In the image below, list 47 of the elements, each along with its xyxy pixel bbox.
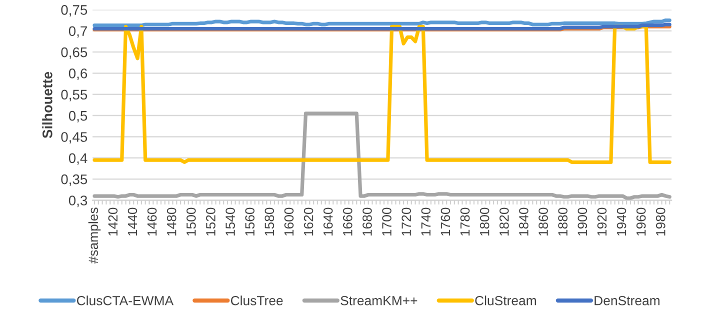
x-tick-label: 1440 <box>128 208 138 236</box>
x-tick-label: 1840 <box>519 208 528 236</box>
x-tick-label: 1780 <box>460 208 470 236</box>
y-axis-title: Silhouette <box>42 72 52 138</box>
x-tick-label: 1520 <box>206 208 216 236</box>
x-tick-label: 1660 <box>342 208 352 236</box>
x-tick-label: 1580 <box>264 208 274 236</box>
y-tick-label: 0,55 <box>61 90 88 102</box>
x-tick-label: 1640 <box>323 208 333 236</box>
x-tick-label: 1600 <box>284 208 294 236</box>
y-tick-label: 0,7 <box>68 26 87 38</box>
y-tick-label: 0,3 <box>68 196 88 208</box>
x-tick-label: 1420 <box>108 208 118 236</box>
legend-label: ClusCTA-EWMA <box>76 296 174 306</box>
x-tick-label: 1540 <box>226 208 235 236</box>
x-tick-label: 1820 <box>499 208 509 236</box>
x-tick-label: 1700 <box>382 208 392 236</box>
y-tick-label: 0,4 <box>68 153 88 165</box>
x-tick-label: 1680 <box>362 208 372 236</box>
x-tick-label: 1980 <box>656 208 666 236</box>
y-tick-label: 0,75 <box>61 5 88 16</box>
y-tick-label: 0,6 <box>68 68 88 80</box>
x-tick-label: 1860 <box>538 208 548 236</box>
x-tick-label: 1500 <box>186 208 196 236</box>
x-tick-label: 1720 <box>402 208 412 236</box>
x-tick-label: 1900 <box>578 208 588 236</box>
x-tick-label: 1960 <box>636 208 646 236</box>
legend-label: StreamKM++ <box>340 296 418 306</box>
line-series <box>92 24 672 164</box>
x-tick-label: 1760 <box>440 208 450 236</box>
y-tick-label: 0,45 <box>61 132 88 144</box>
legend-label: DenStream <box>594 296 660 306</box>
x-tick-label: 1480 <box>166 208 176 236</box>
y-tick-label: 0,65 <box>61 47 88 59</box>
x-tick-label: #samples <box>88 208 101 264</box>
x-tick-label: 1560 <box>245 208 255 236</box>
x-tick-label: 1620 <box>304 208 314 236</box>
y-tick-label: 0,35 <box>61 174 88 186</box>
legend-label: ClusTree <box>230 296 283 306</box>
x-tick-label: 1920 <box>597 208 607 236</box>
x-tick-label: 1800 <box>480 208 490 236</box>
legend-label: CluStream <box>475 296 536 306</box>
x-tick-label: 1940 <box>616 208 626 236</box>
y-tick-label: 0,5 <box>68 110 88 122</box>
x-tick-label: 1740 <box>421 208 431 236</box>
x-tick-label: 1880 <box>558 208 568 236</box>
x-tick-label: 1460 <box>147 208 157 236</box>
